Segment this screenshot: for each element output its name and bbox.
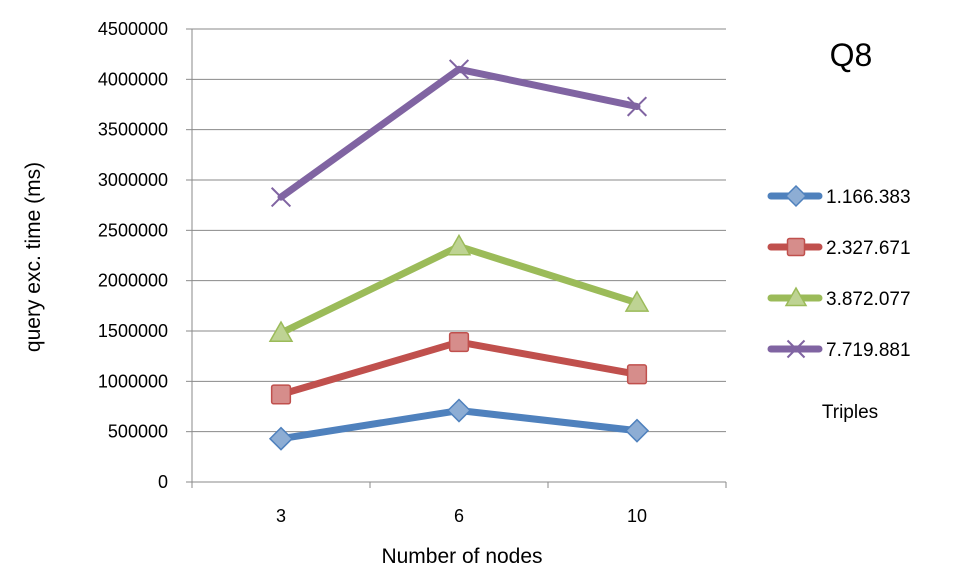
legend-marker xyxy=(784,286,808,307)
y-tick-label: 1500000 xyxy=(98,321,168,341)
data-point xyxy=(626,364,648,385)
legend-item: 2.327.671 xyxy=(767,237,911,259)
y-tick-label: 4000000 xyxy=(98,69,168,89)
x-axis-title: Number of nodes xyxy=(381,545,542,568)
marker-stroke xyxy=(786,339,806,359)
data-point xyxy=(270,187,292,208)
legend-item: 7.719.881 xyxy=(767,339,911,361)
marker-stroke xyxy=(626,96,648,117)
data-point xyxy=(624,290,650,312)
y-axis-title: query exc. time (ms) xyxy=(22,162,45,352)
series-markers xyxy=(268,59,650,451)
y-tick-label: 500000 xyxy=(108,422,168,442)
data-point xyxy=(448,331,470,353)
legend-label: 7.719.881 xyxy=(826,340,911,361)
y-tick-label: 0 xyxy=(158,472,168,492)
marker-stroke xyxy=(270,187,292,208)
y-tick-label: 3500000 xyxy=(98,120,168,140)
data-point xyxy=(268,320,294,343)
data-point xyxy=(270,384,292,405)
axes xyxy=(191,29,726,483)
y-tick-label: 4500000 xyxy=(98,19,168,39)
legend-title: Triples xyxy=(822,402,878,423)
legend-item: 1.166.383 xyxy=(767,184,911,208)
legend-marker xyxy=(786,339,806,359)
y-tick-label: 3000000 xyxy=(98,170,168,190)
legend: 1.166.383 2.327.671 3.872.077 7.719.881 xyxy=(767,184,911,361)
x-axis-ticks: 3 6 10 xyxy=(191,482,727,526)
data-point xyxy=(626,96,648,117)
data-point xyxy=(446,233,472,256)
legend-label: 1.166.383 xyxy=(826,187,911,208)
x-tick-label: 10 xyxy=(627,506,647,526)
legend-marker xyxy=(786,237,806,257)
legend-label: 2.327.671 xyxy=(826,238,911,259)
y-axis-ticks: 0 500000 1000000 1500000 2000000 2500000 30000… xyxy=(98,19,192,492)
x-tick-label: 6 xyxy=(454,506,464,526)
series-line xyxy=(277,242,641,337)
y-tick-label: 2000000 xyxy=(98,271,168,291)
y-tick-label: 2500000 xyxy=(98,220,168,240)
data-point xyxy=(446,398,472,423)
legend-item: 3.872.077 xyxy=(767,286,911,310)
legend-marker xyxy=(784,184,808,208)
chart-title: Q8 xyxy=(830,37,873,73)
data-point xyxy=(624,418,650,443)
x-tick-label: 3 xyxy=(276,506,286,526)
marker-stroke xyxy=(448,59,470,80)
series-line xyxy=(277,65,641,201)
y-tick-label: 1000000 xyxy=(98,371,168,391)
data-point xyxy=(268,426,294,451)
legend-label: 3.872.077 xyxy=(826,289,911,310)
data-point xyxy=(448,59,470,80)
